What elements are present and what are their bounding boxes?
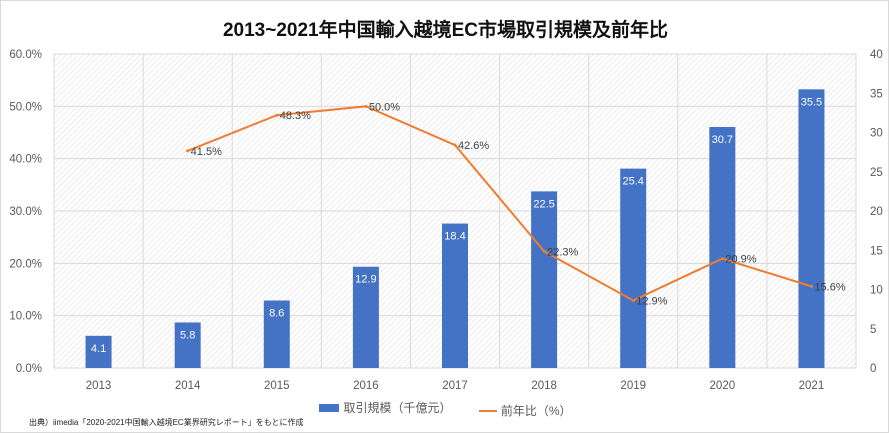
bar-data-label: 35.5: [801, 96, 822, 108]
bar: [709, 127, 736, 368]
bar-data-label: 12.9: [355, 274, 376, 286]
line-series: [187, 105, 812, 302]
bar: [352, 266, 379, 368]
bar-data-label: 8.6: [269, 307, 284, 319]
y-left-tick-label: 10.0%: [9, 311, 42, 323]
bar: [798, 89, 825, 368]
legend-item-bar: 取引規模（千億元）: [319, 399, 452, 416]
bar-data-label: 5.8: [180, 329, 195, 341]
x-tick-label: 2016: [353, 380, 379, 392]
bar: [442, 223, 468, 368]
y-right-tick-label: 40: [870, 49, 883, 61]
line-point: [275, 113, 279, 117]
line-data-label: 20.9%: [725, 254, 756, 266]
line-data-label: 15.6%: [814, 281, 845, 293]
y-right-tick-label: 5: [870, 324, 876, 336]
x-tick-label: 2018: [531, 380, 557, 392]
y-right-tick-label: 35: [870, 88, 883, 100]
legend-item-line: 前年比（%）: [478, 402, 572, 419]
y-left-tick-label: 0.0%: [16, 363, 42, 375]
line-point: [631, 298, 635, 302]
line-point: [809, 284, 813, 288]
chart-title: 2013~2021年中国輸入越境EC市場取引規模及前年比: [222, 20, 669, 41]
line-point: [364, 104, 368, 108]
line-data-label: 22.3%: [547, 246, 578, 258]
line-data-label: 41.5%: [191, 146, 222, 158]
bar: [531, 191, 558, 368]
line-data-label: 12.9%: [636, 295, 667, 307]
line-point: [453, 143, 457, 147]
bar: [263, 300, 290, 368]
bar: [174, 322, 201, 368]
x-tick-label: 2013: [86, 380, 112, 392]
x-tick-label: 2015: [264, 380, 290, 392]
y-right-tick-label: 15: [870, 245, 883, 257]
legend-bar-swatch: [319, 403, 340, 412]
x-tick-label: 2017: [442, 380, 468, 392]
y-left-tick-label: 20.0%: [9, 258, 42, 270]
source-note: 出典）iimedia「2020-2021中国輸入越境EC業界研究レポート」をもと…: [29, 418, 304, 427]
y-right-tick-label: 25: [870, 167, 883, 179]
bar-data-label: 18.4: [444, 231, 465, 243]
y-right-tick-label: 30: [870, 128, 883, 140]
line-data-label: 42.6%: [458, 140, 489, 152]
x-tick-label: 2014: [175, 380, 201, 392]
x-tick-label: 2021: [799, 380, 825, 392]
legend-line-label: 前年比（%）: [500, 404, 572, 418]
y-left-tick-label: 40.0%: [9, 154, 42, 166]
y-left-tick-label: 60.0%: [9, 49, 42, 61]
y-left-tick-label: 50.0%: [9, 101, 42, 113]
x-tick-label: 2019: [620, 380, 646, 392]
bar-data-label: 25.4: [623, 176, 644, 188]
bar-data-label: 4.1: [91, 343, 106, 355]
y-right-tick-label: 0: [870, 363, 876, 375]
legend-line-swatch: [478, 409, 497, 412]
legend: 取引規模（千億元） 前年比（%）: [1, 399, 888, 419]
y-right-tick-label: 10: [870, 285, 883, 297]
bar-data-label: 30.7: [712, 134, 733, 146]
legend-bar-label: 取引規模（千億元）: [343, 401, 452, 415]
bar-data-label: 22.5: [533, 198, 554, 210]
line-data-label: 50.0%: [369, 101, 400, 113]
bar: [85, 335, 112, 368]
y-left-tick-label: 30.0%: [9, 206, 42, 218]
x-tick-label: 2020: [710, 380, 736, 392]
bar: [620, 168, 647, 368]
line-point: [542, 249, 546, 253]
line-data-label: 48.3%: [280, 110, 311, 122]
line-point: [186, 149, 190, 153]
line-point: [720, 257, 724, 261]
y-right-tick-label: 20: [870, 206, 883, 218]
